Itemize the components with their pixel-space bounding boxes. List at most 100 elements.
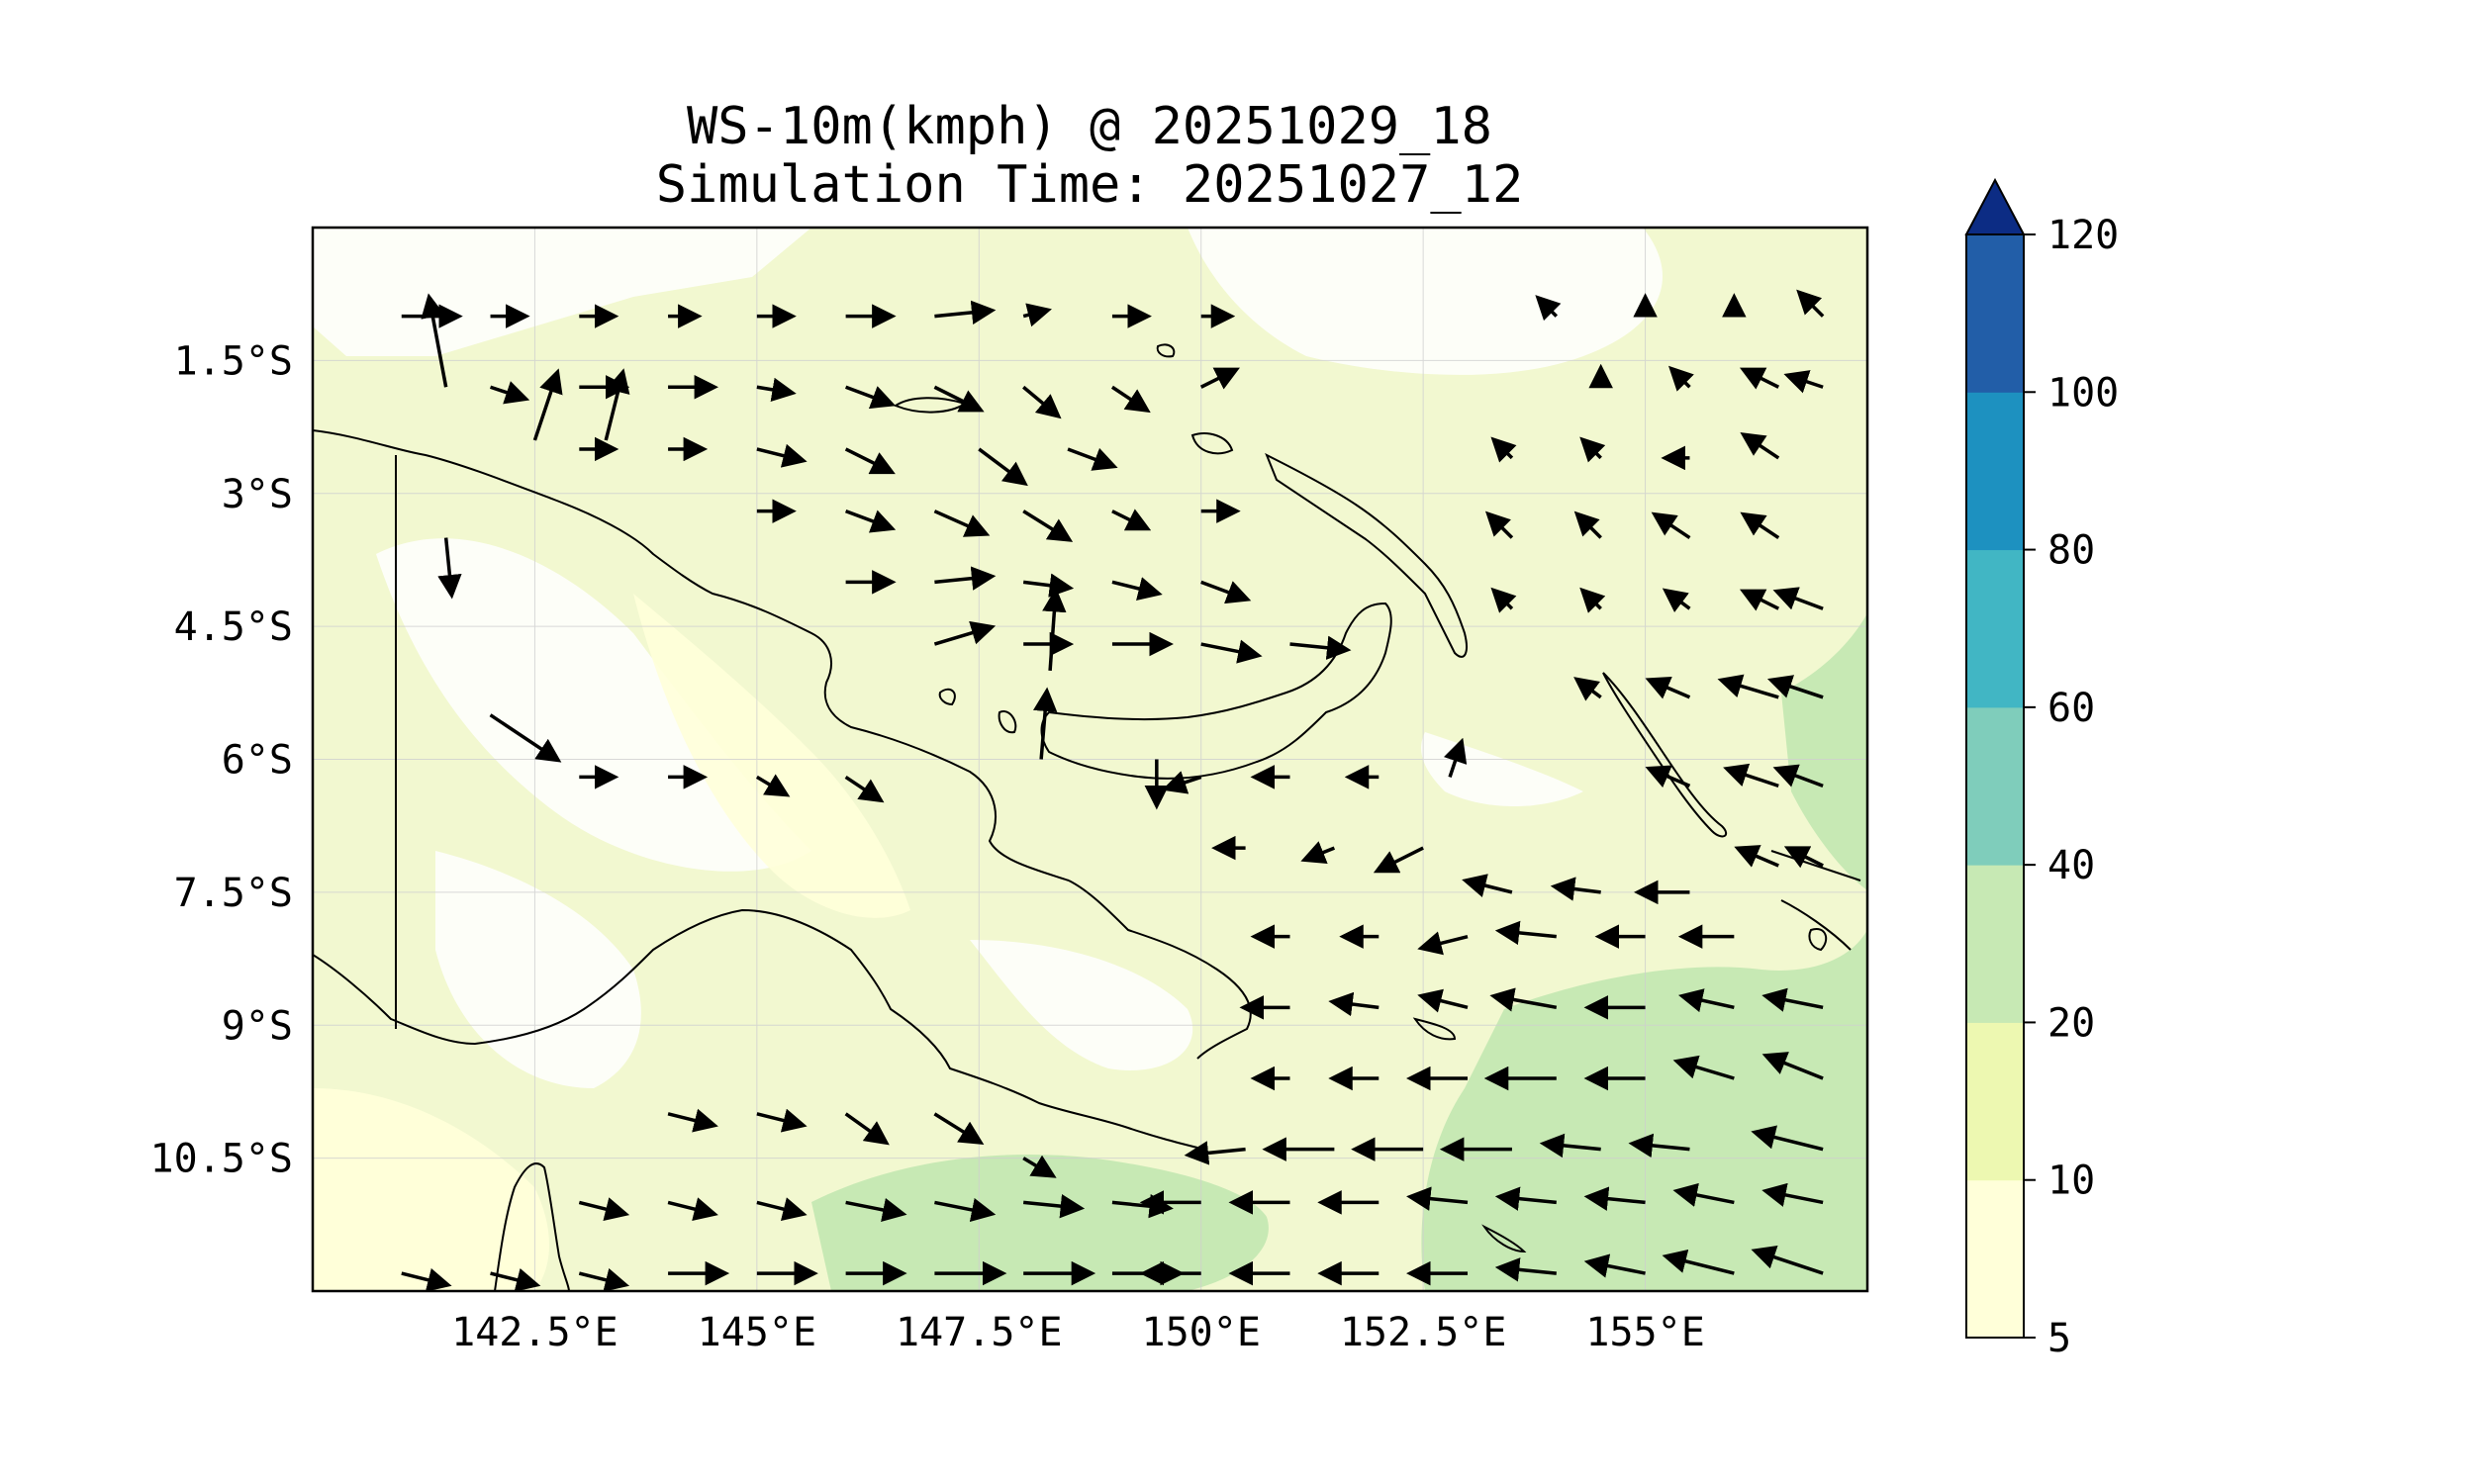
wind-arrow (756, 377, 797, 402)
wind-arrow (1200, 580, 1252, 604)
latitude-tick-label: 9°S (222, 1003, 293, 1049)
wind-arrow (1300, 841, 1336, 864)
wind-arrow (1042, 587, 1067, 672)
wind-arrow (1539, 1133, 1601, 1159)
wind-arrow (401, 1267, 452, 1291)
wind-vector-field (401, 289, 1825, 1291)
wind-arrow (934, 300, 997, 325)
colorbar-tick-label: 80 (2047, 528, 2095, 574)
colorbar-extend-arrow (1964, 177, 2026, 235)
latitude-tick-label: 4.5°S (174, 604, 293, 650)
wind-arrow (1032, 687, 1058, 760)
longitude-tick-label: 147.5°E (896, 1310, 1063, 1355)
wind-arrow (1751, 1125, 1824, 1152)
wind-arrow (1494, 1186, 1557, 1211)
wind-arrow (1022, 573, 1075, 598)
wind-arrow (1668, 365, 1694, 392)
wind-arrow (933, 385, 985, 413)
map-frame (311, 226, 1869, 1293)
latitude-tick-label: 10.5°S (150, 1137, 294, 1182)
colorbar-segment (1966, 706, 2024, 866)
latitude-tick-label: 7.5°S (174, 871, 293, 916)
colorbar-tick-label: 120 (2047, 213, 2119, 258)
colorbar-segment (1966, 865, 2024, 1023)
wind-arrow (1645, 765, 1691, 788)
longitude-tick-label: 142.5°E (451, 1310, 618, 1355)
wind-arrow (1761, 1182, 1824, 1207)
wind-arrow (1199, 367, 1240, 390)
wind-arrow (1490, 436, 1517, 463)
wind-arrow (845, 510, 897, 533)
wind-arrow (1740, 511, 1780, 539)
wind-arrow (756, 1197, 808, 1222)
wind-arrow (1462, 874, 1513, 898)
colorbar-tick-label: 60 (2047, 686, 2095, 731)
longitude-tick-label: 155°E (1585, 1310, 1704, 1355)
colorbar-tick-label: 40 (2047, 843, 2095, 888)
wind-arrow (1761, 1052, 1824, 1080)
wind-arrow (1535, 295, 1562, 322)
wind-arrow (1579, 587, 1606, 613)
wind-arrow (1740, 432, 1780, 460)
wind-arrow (489, 713, 562, 763)
wind-arrow (1796, 289, 1825, 318)
wind-arrow (756, 1108, 808, 1133)
colorbar: 5 10 20 40 60 80 100 120 (1964, 177, 2119, 1361)
wind-arrow (1328, 991, 1380, 1017)
wind-arrow (1662, 588, 1691, 613)
colorbar-segment (1966, 1179, 2024, 1339)
map-panel (313, 228, 1867, 1291)
wind-arrow (1628, 1133, 1690, 1159)
wind-arrow (844, 1112, 890, 1146)
latitude-tick-labels: 1.5°S 3°S 4.5°S 6°S 7.5°S 9°S 10.5°S (150, 338, 294, 1181)
wind-arrow (1550, 877, 1601, 901)
latitude-tick-label: 6°S (222, 738, 293, 784)
wind-arrow (845, 1197, 907, 1222)
wind-arrow (933, 510, 991, 537)
figure-title-line-1: WS-10m(kmph) @ 20251029_18 (687, 97, 1492, 156)
wind-arrow (1417, 988, 1469, 1013)
latitude-tick-label: 3°S (222, 472, 293, 517)
wind-arrow (1184, 1141, 1246, 1165)
wind-arrow (1494, 1257, 1557, 1282)
wind-arrow (1766, 675, 1824, 699)
wind-arrow (1579, 436, 1606, 463)
wind-arrow (1662, 1249, 1735, 1275)
wind-arrow (490, 1267, 541, 1291)
wind-arrow (1443, 737, 1468, 778)
colorbar-segment (1966, 549, 2024, 708)
latitude-tick-label: 1.5°S (174, 338, 293, 384)
figure-title-line-2: Simulation Time: 20251027_12 (656, 155, 1524, 215)
wind-arrow (1583, 1253, 1646, 1278)
wind-arrow (755, 774, 791, 797)
wind-arrow (1573, 510, 1602, 539)
wind-arrow (1110, 385, 1151, 414)
wind-arrow (1751, 1245, 1824, 1275)
wind-arrow (437, 537, 462, 600)
wind-arrow (1783, 370, 1824, 394)
wind-arrow (844, 775, 885, 803)
wind-arrow (1406, 1186, 1469, 1211)
wind-arrow (1772, 764, 1824, 788)
wind-arrow (1734, 845, 1779, 868)
wind-arrow (1289, 635, 1352, 660)
wind-arrow (532, 368, 563, 441)
wind-arrow (844, 447, 896, 475)
wind-arrow (1417, 931, 1469, 956)
longitude-tick-labels: 142.5°E 145°E 147.5°E 150°E 152.5°E 155°E (451, 1310, 1705, 1355)
wind-arrow (1494, 920, 1557, 946)
wind-arrow (1672, 1182, 1735, 1207)
wind-arrow (667, 1197, 718, 1222)
longitude-tick-label: 152.5°E (1340, 1310, 1507, 1355)
colorbar-segment (1966, 392, 2024, 551)
wind-arrow (1484, 510, 1514, 539)
colorbar-tick-label: 5 (2047, 1316, 2071, 1361)
colorbar-tick-label: 10 (2047, 1159, 2095, 1204)
colorbar-segment (1966, 234, 2024, 393)
wind-arrow (1111, 577, 1163, 601)
wind-arrow (1022, 1193, 1086, 1219)
wind-arrow (978, 447, 1028, 487)
wind-arrow (1200, 639, 1263, 664)
wind-arrow (1583, 1186, 1646, 1211)
